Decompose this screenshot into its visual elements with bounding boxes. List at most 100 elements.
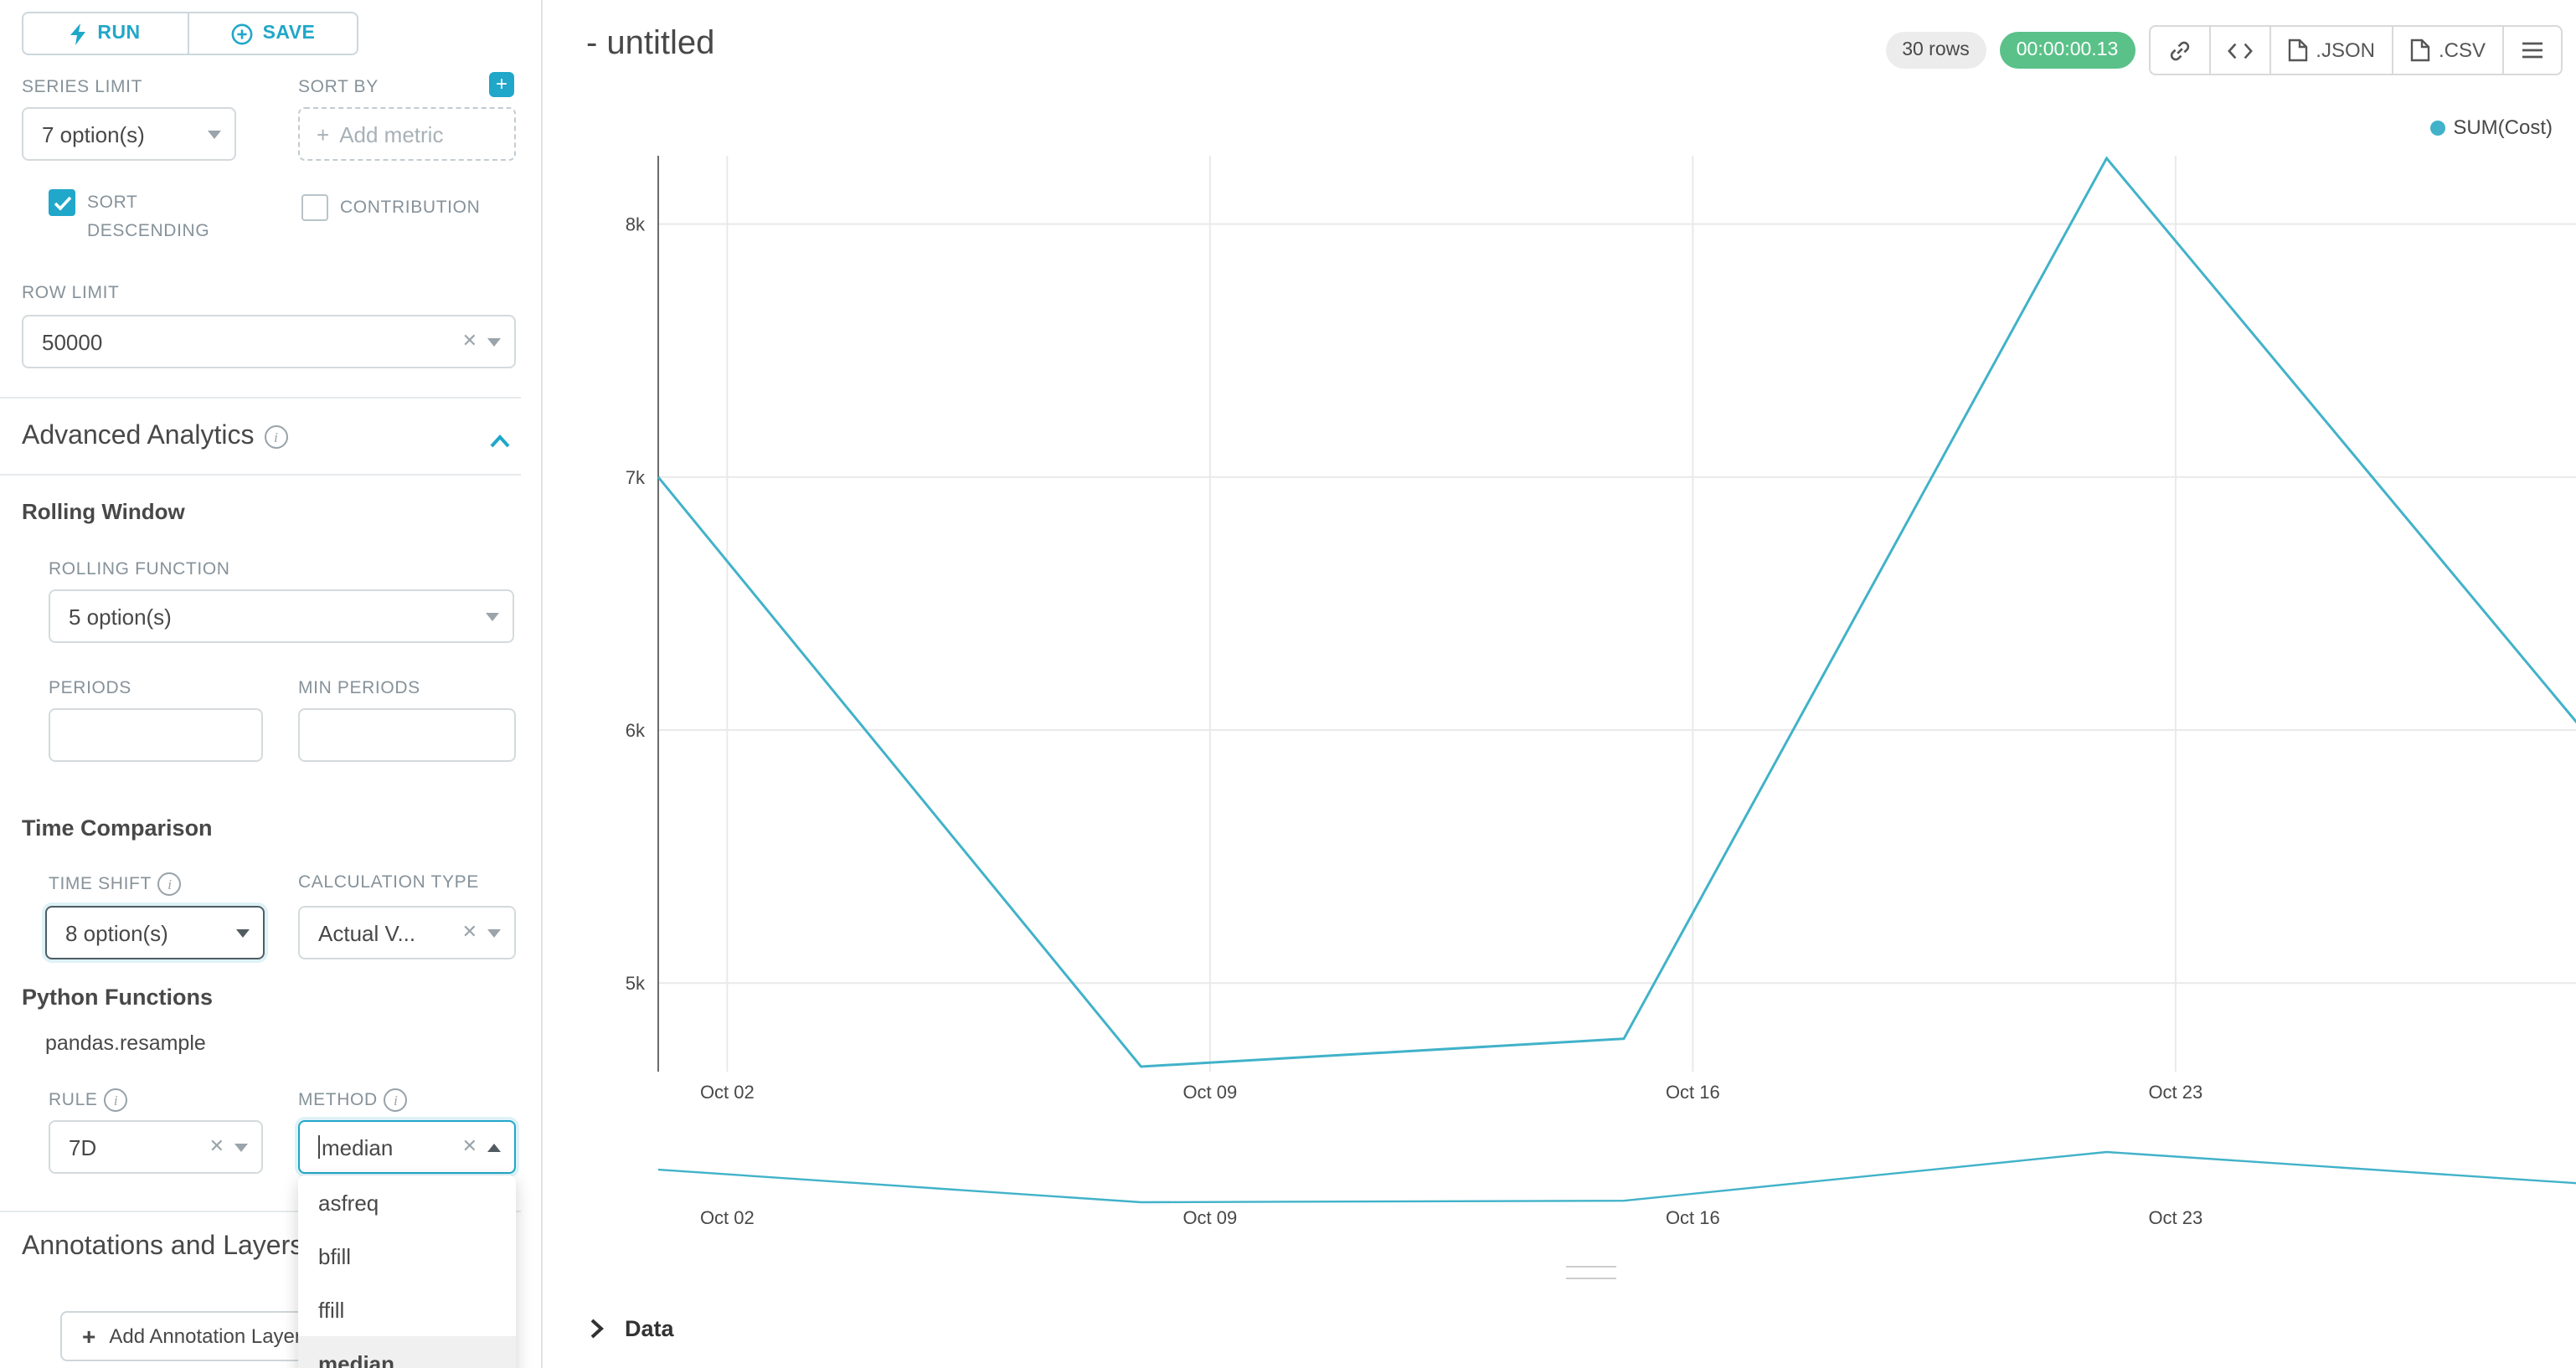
- info-icon: i: [104, 1088, 128, 1112]
- save-label: SAVE: [262, 23, 316, 44]
- bolt-icon: [70, 23, 86, 44]
- chevron-down-icon: [234, 1143, 248, 1151]
- sort-by-add-metric[interactable]: + Add metric: [298, 107, 516, 161]
- contribution-checkbox[interactable]: [301, 194, 328, 221]
- info-icon: i: [264, 425, 288, 449]
- save-button[interactable]: SAVE: [188, 12, 358, 55]
- method-label: METHOD i: [298, 1088, 408, 1112]
- control-panel: RUN SAVE SERIES LIMIT 7 option(s) SORT B…: [0, 0, 543, 1368]
- min-periods-label: MIN PERIODS: [298, 678, 420, 698]
- line-chart[interactable]: 5k 6k 7k 8k Oct 02 Oct 09 Oct 16 Oct 23 Oct 02 Oc…: [543, 0, 2576, 1368]
- min-periods-input[interactable]: [298, 708, 516, 762]
- clear-icon[interactable]: ✕: [461, 331, 477, 351]
- clear-icon[interactable]: ✕: [461, 1136, 477, 1156]
- rolling-function-label: ROLLING FUNCTION: [49, 559, 230, 579]
- info-icon: i: [157, 872, 182, 896]
- legend-dot: [2429, 120, 2445, 135]
- svg-text:Oct 23: Oct 23: [2148, 1207, 2202, 1228]
- contribution-control: CONTRIBUTION: [301, 194, 480, 223]
- svg-text:Oct 02: Oct 02: [700, 1207, 755, 1228]
- rows-badge: 30 rows: [1885, 32, 1986, 69]
- periods-input[interactable]: [49, 708, 263, 762]
- series-limit-select[interactable]: 7 option(s): [22, 107, 236, 161]
- svg-text:Oct 02: Oct 02: [700, 1082, 755, 1103]
- header-actions: 30 rows 00:00:00.13: [1885, 25, 2563, 75]
- file-icon: [2410, 39, 2430, 62]
- pandas-resample-label: pandas.resample: [45, 1031, 206, 1055]
- divider: [0, 474, 521, 476]
- resize-handle[interactable]: [1566, 1266, 1616, 1279]
- chevron-up-icon[interactable]: [489, 434, 511, 449]
- legend-label: SUM(Cost): [2453, 116, 2553, 139]
- link-icon: [2170, 40, 2189, 60]
- row-limit-select[interactable]: 50000 ✕: [22, 315, 516, 368]
- chevron-down-icon: [208, 130, 221, 138]
- rule-label: RULE i: [49, 1088, 128, 1112]
- svg-text:Oct 16: Oct 16: [1666, 1082, 1720, 1103]
- rolling-function-value: 5 option(s): [69, 604, 172, 629]
- rule-value: 7D: [69, 1134, 97, 1160]
- svg-text:6k: 6k: [626, 720, 646, 741]
- chart-title: - untitled: [586, 25, 715, 62]
- calculation-type-select[interactable]: Actual V... ✕: [298, 906, 516, 959]
- method-value: median: [318, 1134, 456, 1160]
- copy-link-button[interactable]: [2148, 25, 2211, 75]
- row-limit-value: 50000: [42, 329, 103, 354]
- run-label: RUN: [97, 23, 141, 44]
- clear-icon[interactable]: ✕: [461, 922, 477, 942]
- method-value-text: median: [322, 1134, 394, 1160]
- advanced-analytics-title: Advanced Analytics: [22, 422, 255, 450]
- data-panel-label: Data: [625, 1316, 674, 1341]
- rule-select[interactable]: 7D ✕: [49, 1120, 263, 1174]
- chevron-right-icon: [590, 1319, 604, 1339]
- download-csv-button[interactable]: .CSV: [2391, 25, 2504, 75]
- chart-panel: - untitled 30 rows 00:00:00.13: [543, 0, 2576, 1368]
- add-sort-metric-button[interactable]: +: [489, 72, 514, 97]
- export-button-group: .JSON .CSV: [2148, 25, 2563, 75]
- timer-badge: 00:00:00.13: [1999, 32, 2136, 69]
- time-shift-label: TIME SHIFT i: [49, 872, 182, 896]
- sort-descending-checkbox[interactable]: [49, 189, 75, 216]
- svg-text:Oct 16: Oct 16: [1666, 1207, 1720, 1228]
- menu-icon: [2522, 42, 2543, 59]
- calculation-type-value: Actual V...: [318, 920, 416, 945]
- chevron-down-icon: [487, 928, 501, 937]
- run-button[interactable]: RUN: [22, 12, 189, 55]
- clear-icon[interactable]: ✕: [209, 1136, 224, 1156]
- data-panel-toggle[interactable]: Data: [590, 1316, 674, 1341]
- python-functions-title: Python Functions: [22, 985, 213, 1010]
- time-shift-label-text: TIME SHIFT: [49, 874, 152, 894]
- sort-descending-control: SORT DESCENDING: [49, 189, 228, 246]
- svg-text:Oct 09: Oct 09: [1182, 1207, 1237, 1228]
- more-menu-button[interactable]: [2502, 25, 2563, 75]
- divider: [0, 397, 521, 399]
- time-shift-select[interactable]: 8 option(s): [45, 906, 265, 959]
- series-limit-label: SERIES LIMIT: [22, 77, 143, 97]
- info-icon: i: [384, 1088, 408, 1112]
- menu-option-asfreq[interactable]: asfreq: [318, 1190, 379, 1215]
- menu-option-ffill[interactable]: ffill: [318, 1297, 345, 1322]
- row-limit-label: ROW LIMIT: [22, 283, 120, 303]
- menu-option-bfill[interactable]: bfill: [318, 1243, 352, 1268]
- chevron-down-icon: [486, 612, 499, 620]
- chevron-down-icon: [487, 337, 501, 346]
- rule-label-text: RULE: [49, 1090, 98, 1110]
- advanced-analytics-header[interactable]: Advanced Analytics i: [22, 422, 288, 452]
- check-icon: [53, 195, 71, 210]
- embed-code-button[interactable]: [2208, 25, 2271, 75]
- rolling-function-select[interactable]: 5 option(s): [49, 589, 514, 643]
- add-annotation-label: Add Annotation Layer: [109, 1324, 301, 1348]
- method-select[interactable]: median ✕: [298, 1120, 516, 1174]
- text-cursor: [318, 1134, 320, 1158]
- divider: [0, 1211, 521, 1212]
- svg-text:5k: 5k: [626, 973, 646, 994]
- svg-text:8k: 8k: [626, 214, 646, 235]
- chart-legend[interactable]: SUM(Cost): [2429, 116, 2553, 139]
- rolling-window-title: Rolling Window: [22, 499, 185, 524]
- file-icon: [2288, 39, 2307, 62]
- calculation-type-label: CALCULATION TYPE: [298, 872, 479, 892]
- svg-text:Oct 09: Oct 09: [1182, 1082, 1237, 1103]
- svg-text:7k: 7k: [626, 467, 646, 488]
- menu-option-median[interactable]: median: [298, 1336, 516, 1368]
